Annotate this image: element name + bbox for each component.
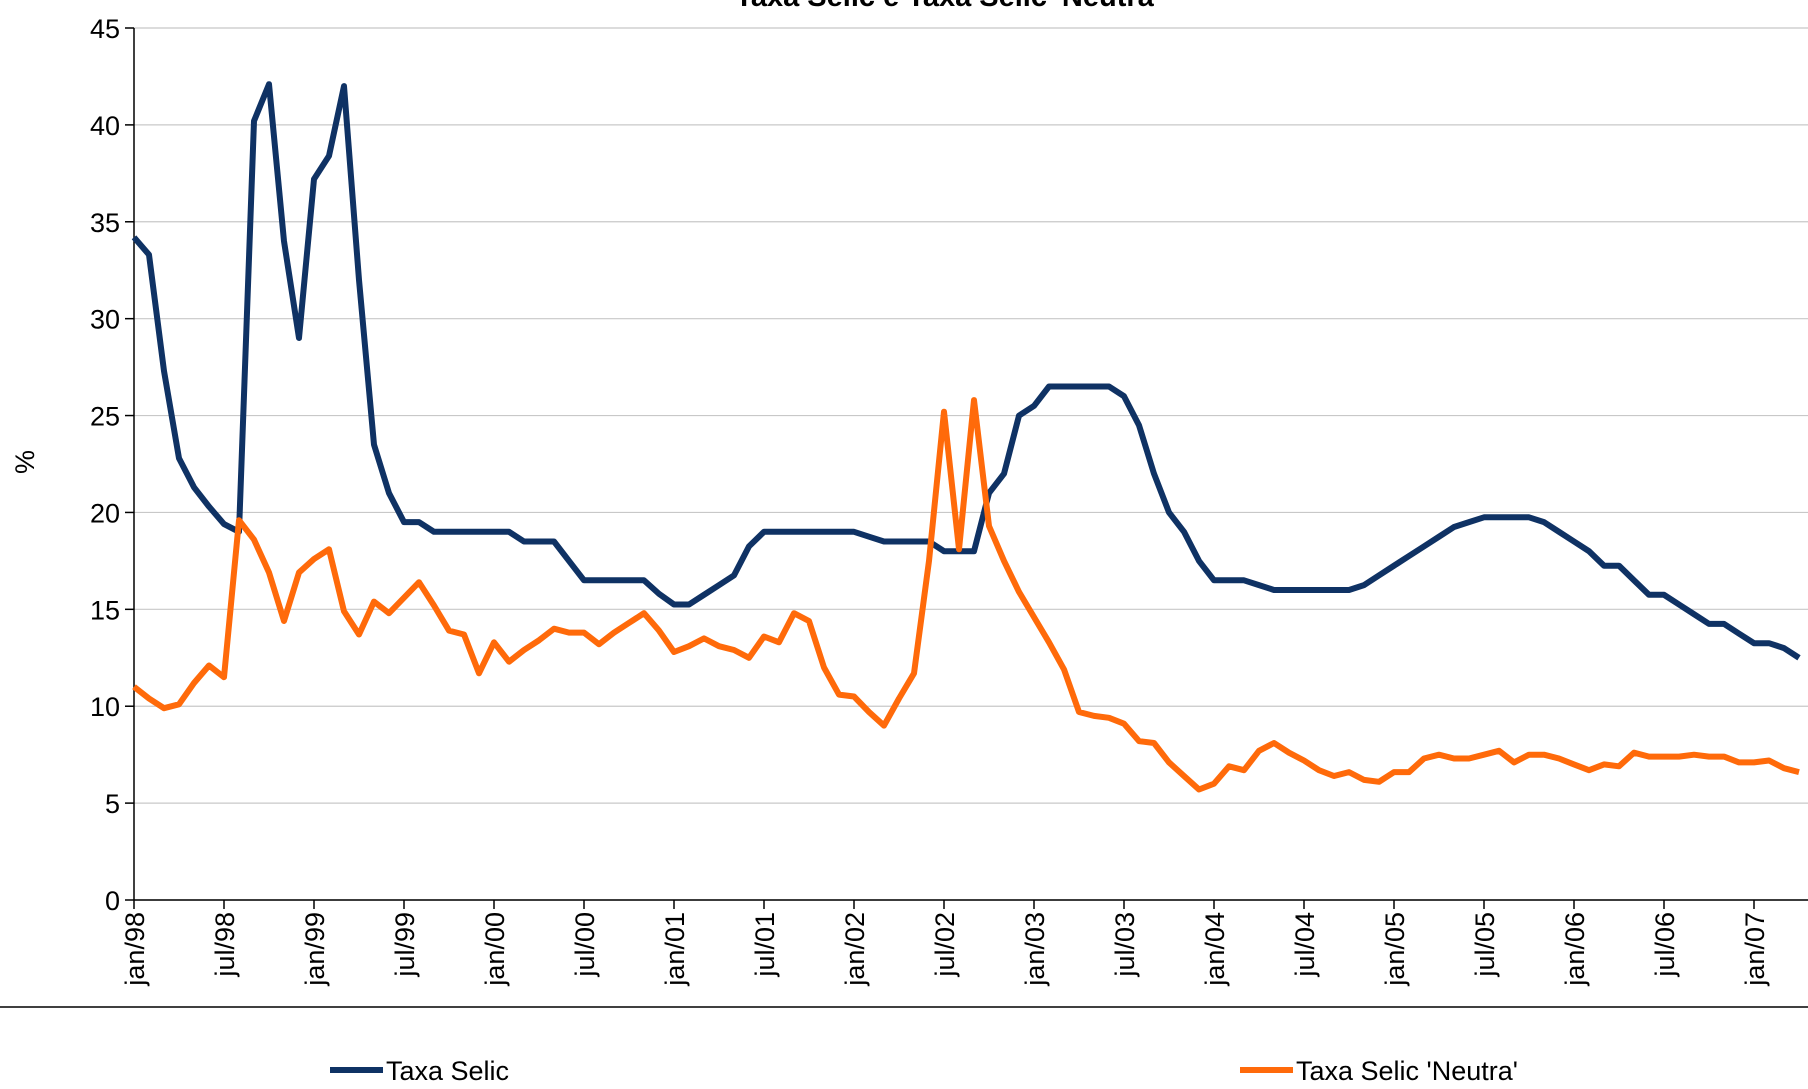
y-tick-label: 5 <box>105 789 120 819</box>
y-tick-label: 40 <box>90 111 120 141</box>
y-tick-label: 20 <box>90 498 120 528</box>
y-tick-label: 25 <box>90 402 120 432</box>
x-tick-label: jul/05 <box>1470 912 1500 978</box>
y-tick-label: 10 <box>90 692 120 722</box>
x-tick-label: jul/02 <box>930 912 960 978</box>
y-tick-label: 15 <box>90 595 120 625</box>
series-line <box>132 397 1800 793</box>
legend-label: Taxa Selic <box>386 1056 509 1086</box>
x-tick-label: jan/00 <box>480 912 510 987</box>
y-tick-label: 30 <box>90 305 120 335</box>
y-tick-label: 0 <box>105 886 120 916</box>
x-tick-label: jan/01 <box>660 912 690 987</box>
x-tick-label: jul/99 <box>390 912 420 978</box>
x-tick-label: jan/05 <box>1380 912 1410 987</box>
x-tick-label: jul/01 <box>750 912 780 978</box>
x-tick-label: jan/07 <box>1740 912 1770 987</box>
x-tick-label: jul/04 <box>1290 912 1320 978</box>
x-tick-label: jan/98 <box>120 912 150 987</box>
x-tick-label: jul/98 <box>210 912 240 978</box>
legend-label: Taxa Selic 'Neutra' <box>1296 1056 1518 1086</box>
x-tick-label: jan/04 <box>1200 912 1230 987</box>
x-tick-label: jul/03 <box>1110 912 1140 978</box>
x-tick-label: jan/99 <box>300 912 330 987</box>
x-tick-label: jan/06 <box>1560 912 1590 987</box>
y-tick-label: 35 <box>90 208 120 238</box>
x-tick-label: jan/02 <box>840 912 870 987</box>
x-tick-label: jul/06 <box>1650 912 1680 978</box>
chart-title: Taxa Selic e Taxa Selic 'Neutra' <box>735 0 1160 13</box>
y-tick-label: 45 <box>90 14 120 44</box>
series-line <box>131 81 1801 661</box>
x-tick-label: jul/00 <box>570 912 600 978</box>
x-tick-label: jan/03 <box>1020 912 1050 987</box>
y-axis-label: % <box>10 450 40 474</box>
